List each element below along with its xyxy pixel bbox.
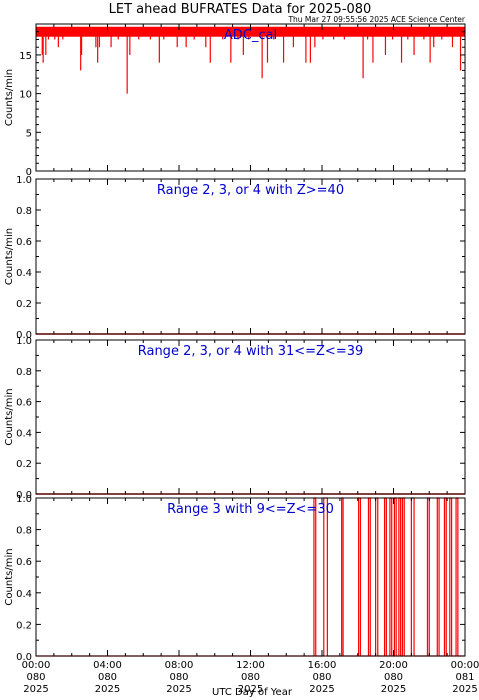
y-tick-label: 0: [26, 167, 32, 178]
panel-title: Range 2, 3, or 4 with 31<=Z<=39: [138, 344, 364, 359]
y-tick-label: 0.4: [16, 428, 32, 439]
y-tick-label: 0.6: [16, 398, 32, 409]
y-tick-label: 0.0: [16, 490, 32, 501]
x-tick-year: 2025: [23, 684, 48, 695]
y-tick-label: 0.6: [16, 557, 32, 568]
y-tick-label: 0.4: [16, 268, 32, 279]
page-title: LET ahead BUFRATES Data for 2025-080: [109, 2, 372, 17]
y-tick-label: 0.8: [16, 367, 32, 378]
y-tick-label: 0.2: [16, 459, 32, 470]
y-tick-label: 1.0: [16, 494, 32, 505]
y-tick-label: 10: [19, 90, 32, 101]
y-tick-label: 0.8: [16, 526, 32, 537]
panel-3: 0.0 0.2 0.4 0.6 0.8 1.0 Counts/min Range 2, 3, …: [4, 336, 466, 501]
adc-baseline-band: [36, 26, 465, 37]
panel-1: 0 5 10 15 Counts/min ADC_cal: [4, 23, 466, 178]
x-tick-time: 08:00: [165, 660, 194, 671]
x-tick-time: 00:00: [451, 660, 479, 671]
x-tick-doy: 081: [455, 672, 474, 683]
y-tick-label: 15: [19, 51, 32, 62]
y-axis-label: Counts/min: [4, 228, 15, 285]
x-tick-time: 00:00: [22, 660, 51, 671]
x-tick-time: 16:00: [308, 660, 337, 671]
x-axis-label: UTC Day of Year: [212, 687, 293, 698]
x-tick-year: 2025: [452, 684, 477, 695]
x-tick-time: 12:00: [236, 660, 265, 671]
y-tick-label: 0.0: [16, 330, 32, 341]
y-tick-label: 0.4: [16, 589, 32, 600]
panels: 0 5 10 15 Counts/min ADC_cal 0.0 0.2 0.4 0.6 0.8 1.…: [4, 23, 479, 695]
y-tick-label: 0.0: [16, 652, 32, 663]
panel-title: Range 3 with 9<=Z<=30: [167, 502, 334, 517]
y-axis-label: Counts/min: [4, 548, 15, 605]
x-tick-time: 20:00: [379, 660, 408, 671]
y-tick-label: 0.8: [16, 206, 32, 217]
timestamp: Thu Mar 27 09:55:56 2025 ACE Science Cen…: [287, 15, 465, 24]
x-tick-year: 2025: [95, 684, 120, 695]
x-tick-year: 2025: [381, 684, 406, 695]
y-tick-label: 5: [26, 128, 32, 139]
x-tick-doy: 080: [169, 672, 188, 683]
y-tick-label: 0.2: [16, 299, 32, 310]
panel-frame: [35, 178, 466, 335]
x-tick-doy: 080: [241, 672, 260, 683]
y-tick-label: 1.0: [16, 175, 32, 186]
panel-title: ADC_cal: [224, 28, 277, 43]
x-tick-year: 2025: [238, 684, 263, 695]
x-tick-doy: 080: [98, 672, 117, 683]
y-tick-label: 0.6: [16, 237, 32, 248]
x-tick-doy: 080: [384, 672, 403, 683]
x-tick-year: 2025: [166, 684, 191, 695]
x-tick-doy: 080: [26, 672, 45, 683]
panel-4: 0.0 0.2 0.4 0.6 0.8 1.0 Counts/min Range 3 with…: [4, 494, 466, 663]
y-axis-label: Counts/min: [4, 388, 15, 445]
x-tick-time: 04:00: [93, 660, 122, 671]
y-tick-label: 1.0: [16, 336, 32, 347]
panel-2: 0.0 0.2 0.4 0.6 0.8 1.0 Counts/min Range 2, 3, …: [4, 175, 466, 341]
panel-frame: [35, 339, 466, 495]
panel-frame: [35, 23, 466, 172]
y-tick-label: 0.2: [16, 620, 32, 631]
x-tick-doy: 080: [312, 672, 331, 683]
x-tick-year: 2025: [309, 684, 334, 695]
series-line: [36, 497, 465, 657]
panel-title: Range 2, 3, or 4 with Z>=40: [157, 183, 344, 198]
y-axis-label: Counts/min: [4, 69, 15, 126]
